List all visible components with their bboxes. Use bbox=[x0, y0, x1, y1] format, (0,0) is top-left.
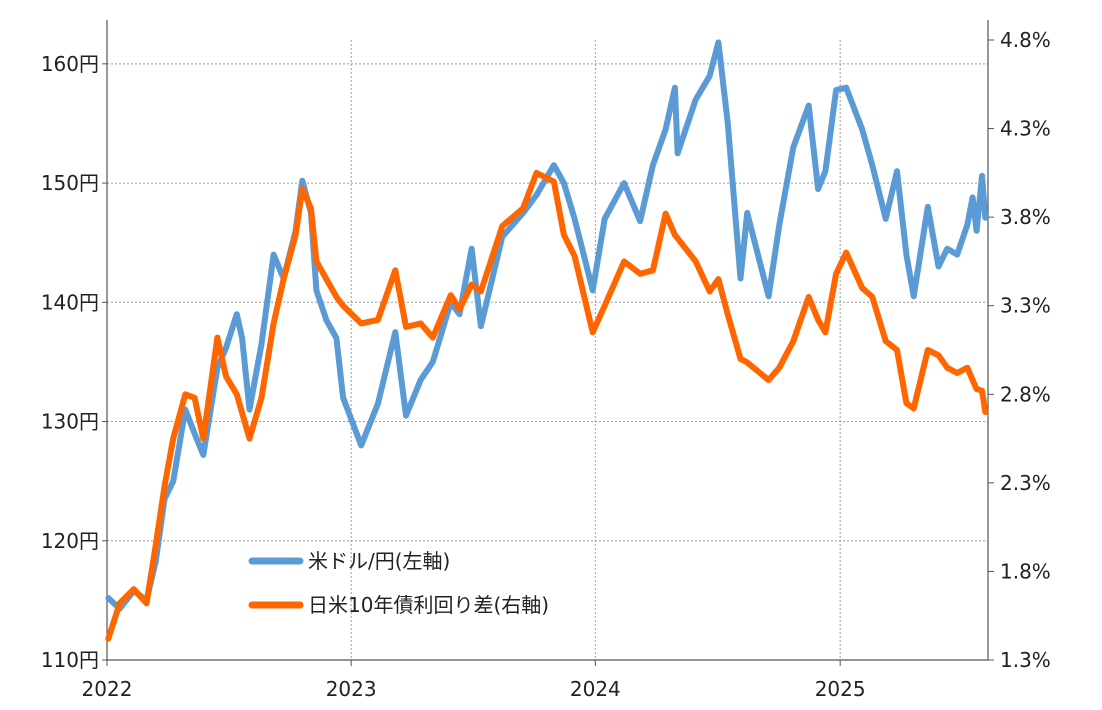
usdjpy-line bbox=[105, 39, 989, 612]
y-left-tick-label: 160円 bbox=[41, 52, 99, 76]
legend-label-usdjpy: 米ドル/円(左軸) bbox=[308, 549, 450, 573]
y-left-tick-label: 120円 bbox=[41, 529, 99, 553]
y-right-tick-label: 4.8% bbox=[1000, 28, 1051, 52]
series-layer bbox=[105, 39, 989, 642]
y-right-tick-label: 4.3% bbox=[1000, 117, 1051, 141]
y-right-tick-label: 2.3% bbox=[1000, 471, 1051, 495]
y-right-tick-label: 1.8% bbox=[1000, 559, 1051, 583]
x-tick-label: 2024 bbox=[570, 677, 621, 701]
y-right-tick-label: 3.8% bbox=[1000, 205, 1051, 229]
tick-labels: 110円 120円 130円 140円 150円 160円 2022 2023 2024 2025… bbox=[41, 28, 1051, 701]
y-left-tick-label: 150円 bbox=[41, 171, 99, 195]
yield-spread-line bbox=[105, 169, 989, 642]
x-tick-label: 2023 bbox=[326, 677, 377, 701]
legend: 米ドル/円(左軸) 日米10年債利回り差(右軸) bbox=[248, 549, 549, 617]
y-right-tick-label: 3.3% bbox=[1000, 294, 1051, 318]
y-left-tick-label: 140円 bbox=[41, 290, 99, 314]
y-right-tick-label: 1.3% bbox=[1000, 648, 1051, 672]
x-tick-label: 2022 bbox=[82, 677, 133, 701]
x-tick-label: 2025 bbox=[815, 677, 866, 701]
y-left-tick-label: 130円 bbox=[41, 410, 99, 434]
y-left-tick-label: 110円 bbox=[41, 648, 99, 672]
legend-label-yield-spread: 日米10年債利回り差(右軸) bbox=[308, 593, 549, 617]
axes bbox=[102, 20, 994, 666]
y-right-tick-label: 2.8% bbox=[1000, 382, 1051, 406]
gridlines bbox=[107, 40, 988, 660]
